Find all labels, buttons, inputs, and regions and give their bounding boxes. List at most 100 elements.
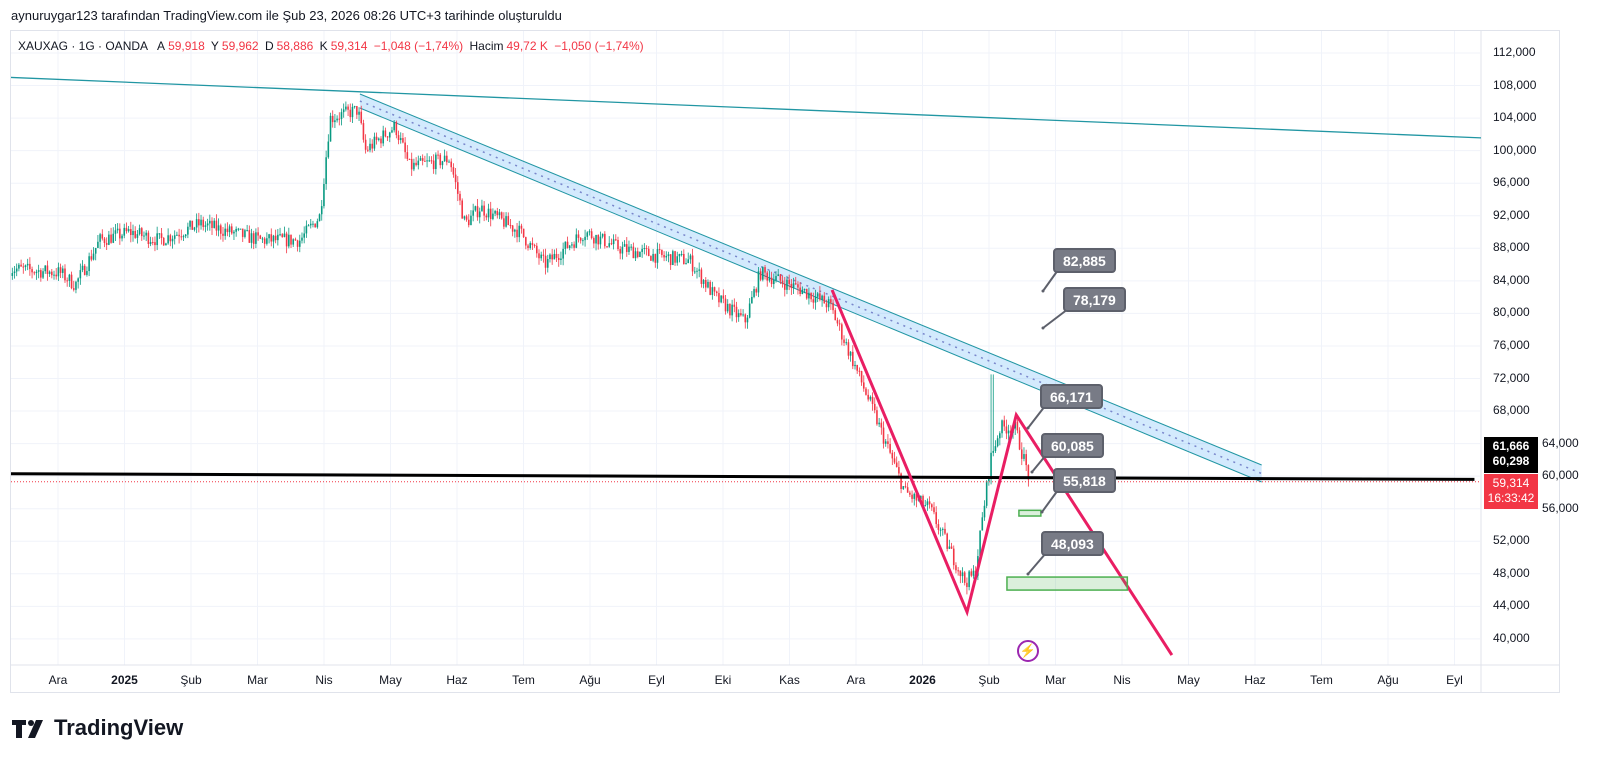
candle-body [876,410,878,425]
candle-body [452,167,455,175]
candle-body [393,122,395,131]
candle-body [777,274,779,277]
price-callout[interactable]: 66,171 [1040,384,1103,409]
candle-body [101,234,104,239]
candle-body [996,438,999,447]
candle-body [202,219,205,227]
candle-body [983,505,986,518]
chart-frame[interactable] [10,30,1560,693]
candle-body [244,230,246,237]
candle-body [658,249,661,251]
candle-body [595,234,597,244]
candle-body [884,441,887,444]
candle-body [634,251,637,259]
candle-body [689,255,692,260]
candle-body [298,240,301,247]
last-price-tag: 59,314 16:33:42 [1484,474,1538,509]
last-price: 59,314 [1492,476,1530,490]
candle-body [647,248,650,257]
y-tick-label: 76,000 [1493,337,1530,352]
candle-body [162,237,165,246]
candle-body [676,256,679,263]
y-tick-label: 60,000 [1542,468,1579,483]
candle-body [733,304,736,307]
candle-body [252,233,255,244]
candle-body [792,283,795,289]
price-callout[interactable]: 48,093 [1041,531,1104,556]
candle-body [678,253,681,257]
candle-body [61,268,64,273]
candle-body [413,162,415,170]
candle-body [970,571,973,576]
candle-body [500,212,503,219]
candle-body [505,216,507,227]
price-callout[interactable]: 55,818 [1053,468,1116,493]
y-tick-label: 44,000 [1493,598,1530,613]
low-value: 58,886 [276,39,314,53]
candle-body [176,234,178,236]
candle-body [406,152,409,159]
tradingview-logo: TradingView [12,715,183,741]
candle-body [812,299,815,303]
candle-body [988,477,990,482]
candle-body [259,235,262,239]
candle-body [696,270,698,272]
price-callout[interactable]: 60,085 [1041,433,1104,458]
candle-body [553,253,556,260]
x-tick-label: Mar [247,673,268,687]
candle-body [301,237,303,241]
candle-body [702,279,705,284]
horizontal-level-line [11,472,1475,481]
candle-body [334,120,336,123]
candle-body [950,546,953,549]
candle-body [123,227,126,236]
candle-body [195,219,198,228]
candle-body [759,271,762,280]
candle-body [467,219,470,226]
candle-body [296,240,299,247]
candle-body [336,118,338,121]
candle-body [292,239,295,245]
candle-body [860,371,863,383]
candle-body [22,266,25,268]
candle-body [549,254,551,260]
candle-body [619,249,621,254]
bar-countdown: 16:33:42 [1487,491,1535,505]
candle-body [285,233,288,247]
candle-body [961,572,964,577]
candle-body [608,243,611,247]
candle-body [474,206,477,211]
price-callout[interactable]: 82,885 [1053,248,1116,273]
price-callout[interactable]: 78,179 [1063,287,1126,312]
candle-body [325,157,327,185]
candle-body [946,533,948,549]
candle-body [509,225,512,227]
candle-body [573,244,575,248]
symbol-name[interactable]: XAUXAG · 1G · OANDA [18,39,149,53]
candle-body [737,313,740,318]
candle-body [577,234,580,238]
candle-body [999,433,1001,439]
callout-anchor-dot [1041,326,1045,330]
candle-body [68,274,71,281]
candle-body [81,265,84,271]
lightning-icon[interactable]: ⚡ [1017,640,1039,662]
y-tick-label: 84,000 [1493,272,1530,287]
candle-body [770,277,773,285]
candle-body [575,234,578,248]
candle-body [140,228,143,237]
candle-body [9,269,11,276]
candle-body [200,219,202,226]
candle-body [345,106,347,110]
candle-body [487,208,490,218]
candle-body [959,570,962,577]
candle-body [685,263,687,265]
callout-anchor-dot [1041,289,1045,293]
candle-body [309,223,312,226]
candle-body [184,234,187,237]
close-value: 59,314 [330,39,368,53]
candle-body [465,216,468,220]
candle-body [1027,465,1030,480]
candle-body [130,229,132,236]
